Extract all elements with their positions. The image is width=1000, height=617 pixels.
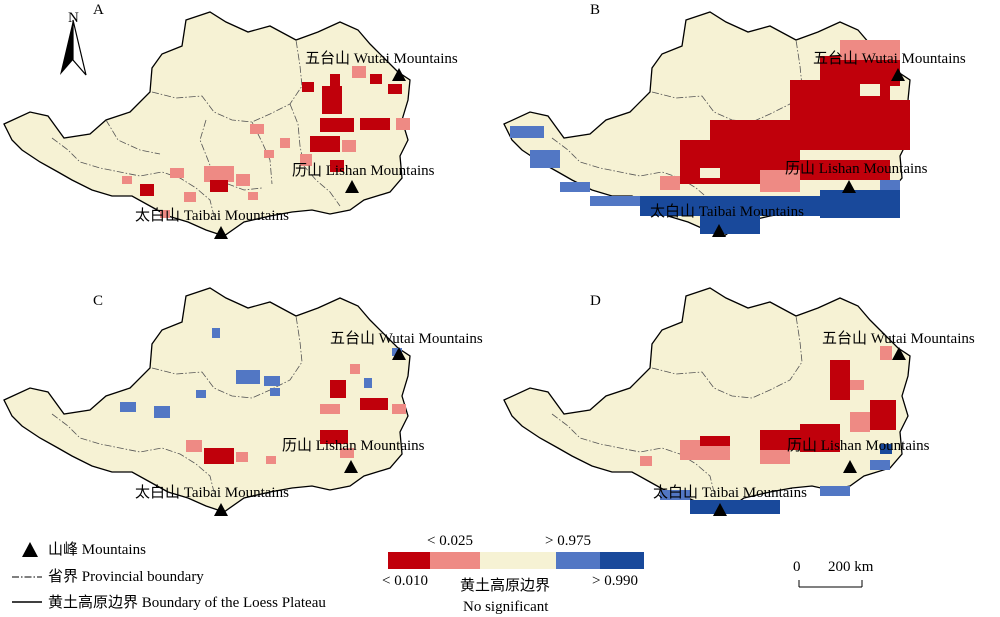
colorbar-class-gt-0990 [600, 552, 644, 569]
wutai-triangle-B [891, 68, 905, 81]
legend-plateau-boundary-label: 黄土高原边界 Boundary of the Loess Plateau [48, 595, 326, 611]
wutai-label-A: 五台山 Wutai Mountains [305, 50, 458, 67]
scale-bar-distance: 200 km [828, 559, 874, 575]
wutai-triangle-C [392, 347, 406, 360]
cells-D [640, 346, 896, 514]
north-arrow [60, 19, 87, 76]
plateau-area [3, 287, 411, 513]
scale-bar [798, 580, 863, 588]
legend-provincial-boundary-label: 省界 Provincial boundary [48, 569, 204, 585]
panel-C [3, 287, 411, 513]
provincial-boundaries [551, 39, 803, 217]
colorbar-class-lt-0025 [430, 552, 480, 569]
lishan-label-C: 历山 Lishan Mountains [282, 437, 425, 454]
taibai-triangle-A [214, 226, 228, 239]
taibai-label-D: 太白山 Taibai Mountains [653, 484, 807, 501]
lishan-label-B: 历山 Lishan Mountains [785, 160, 928, 177]
plateau-area [503, 287, 911, 513]
lishan-label-D: 历山 Lishan Mountains [787, 437, 930, 454]
taibai-label-A: 太白山 Taibai Mountains [135, 207, 289, 224]
colorbar-class-lt-0010 [388, 552, 430, 569]
colorbar-label-lt-0025: < 0.025 [427, 533, 473, 549]
lishan-triangle-B [842, 180, 856, 193]
taibai-triangle-C [214, 503, 228, 516]
colorbar-label-gt-0990: > 0.990 [592, 573, 638, 589]
taibai-label-B: 太白山 Taibai Mountains [650, 203, 804, 220]
lishan-triangle-C [344, 460, 358, 473]
scale-bar-zero: 0 [793, 559, 801, 575]
north-label: N [68, 10, 79, 26]
wutai-label-D: 五台山 Wutai Mountains [822, 330, 975, 347]
colorbar-center-en: No significant [463, 599, 549, 615]
legend-symbols [12, 542, 42, 603]
taibai-triangle-D [713, 503, 727, 516]
north-arrow-right-half [72, 19, 87, 76]
panel-letter-B: B [590, 2, 600, 18]
cells-B [510, 40, 910, 234]
wutai-triangle-A [392, 68, 406, 81]
colorbar [388, 552, 644, 569]
wutai-label-C: 五台山 Wutai Mountains [330, 330, 483, 347]
lishan-triangle-A [345, 180, 359, 193]
legend-mountains-label: 山峰 Mountains [48, 542, 146, 558]
cells-A [122, 66, 410, 218]
lishan-label-A: 历山 Lishan Mountains [292, 162, 435, 179]
panel-letter-D: D [590, 293, 601, 309]
provincial-boundaries [551, 315, 803, 493]
provincial-boundaries [51, 315, 303, 493]
colorbar-class-no-significant [480, 552, 556, 569]
panel-A [3, 11, 411, 237]
colorbar-label-lt-0010: < 0.010 [382, 573, 428, 589]
wutai-triangle-D [892, 347, 906, 360]
lishan-triangle-D [843, 460, 857, 473]
wutai-label-B: 五台山 Wutai Mountains [813, 50, 966, 67]
panel-B [503, 11, 911, 237]
colorbar-class-gt-0975 [556, 552, 600, 569]
cells-C [120, 328, 406, 464]
mountain-legend-icon [22, 542, 38, 557]
north-arrow-left-half [60, 20, 73, 75]
panel-D [503, 287, 911, 514]
colorbar-center-cn: 黄土高原边界 [460, 578, 551, 594]
panel-letter-A: A [93, 2, 104, 18]
colorbar-label-gt-0975: > 0.975 [545, 533, 591, 549]
taibai-triangle-B [712, 224, 726, 237]
taibai-label-C: 太白山 Taibai Mountains [135, 484, 289, 501]
mountain-markers [214, 68, 906, 516]
panel-letter-C: C [93, 293, 103, 309]
